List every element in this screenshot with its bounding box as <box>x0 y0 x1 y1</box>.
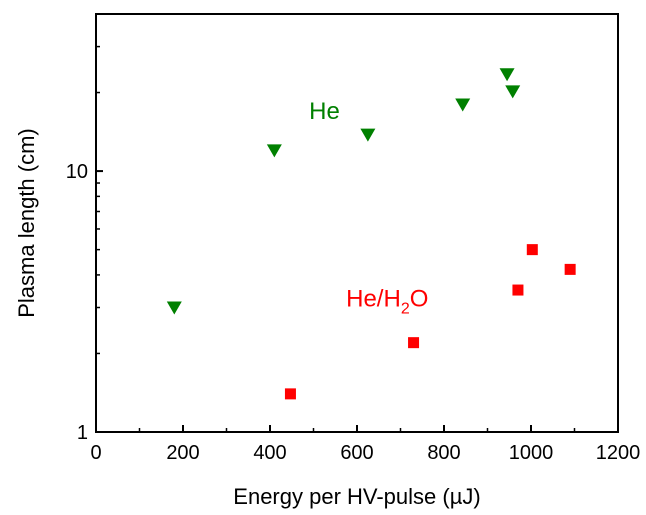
data-points <box>166 68 576 400</box>
he-h2o-data-point <box>564 263 576 275</box>
he-h2o-data-point <box>408 337 420 349</box>
plot-frame <box>95 13 619 433</box>
he-h2o-data-point <box>284 388 296 400</box>
he-series-label: He <box>309 98 340 125</box>
he-h2o-label-main: He/H <box>346 285 401 312</box>
x-axis: 0 200 400 600 800 1000 1200 <box>90 425 640 464</box>
he-data-point <box>499 68 515 82</box>
he-h2o-series-label: He/H2O <box>346 285 428 317</box>
he-h2o-data-point <box>526 244 538 256</box>
he-data-point <box>455 98 471 112</box>
x-tick-label: 1200 <box>596 442 641 464</box>
x-tick-label: 1000 <box>509 442 554 464</box>
he-data-point <box>360 128 376 142</box>
x-tick-label: 200 <box>166 442 199 464</box>
y-axis-title: Plasma length (cm) <box>14 128 39 318</box>
x-axis-title: Energy per HV-pulse (µJ) <box>233 484 480 509</box>
he-h2o-label-subscript: 2 <box>401 300 410 317</box>
series-annotations: He He/H2O <box>309 98 428 317</box>
he-data-point <box>266 144 282 158</box>
he-data-point <box>166 301 182 315</box>
x-tick-label: 600 <box>340 442 373 464</box>
he-data-point <box>505 85 521 99</box>
x-tick-label: 400 <box>253 442 286 464</box>
he-h2o-label-tail: O <box>410 285 429 312</box>
y-axis: 1 10 <box>66 13 103 444</box>
y-tick-label: 10 <box>66 161 88 183</box>
y-tick-label: 1 <box>77 422 88 444</box>
x-tick-label: 800 <box>427 442 460 464</box>
x-tick-label: 0 <box>90 442 101 464</box>
he-h2o-data-point <box>512 284 524 296</box>
